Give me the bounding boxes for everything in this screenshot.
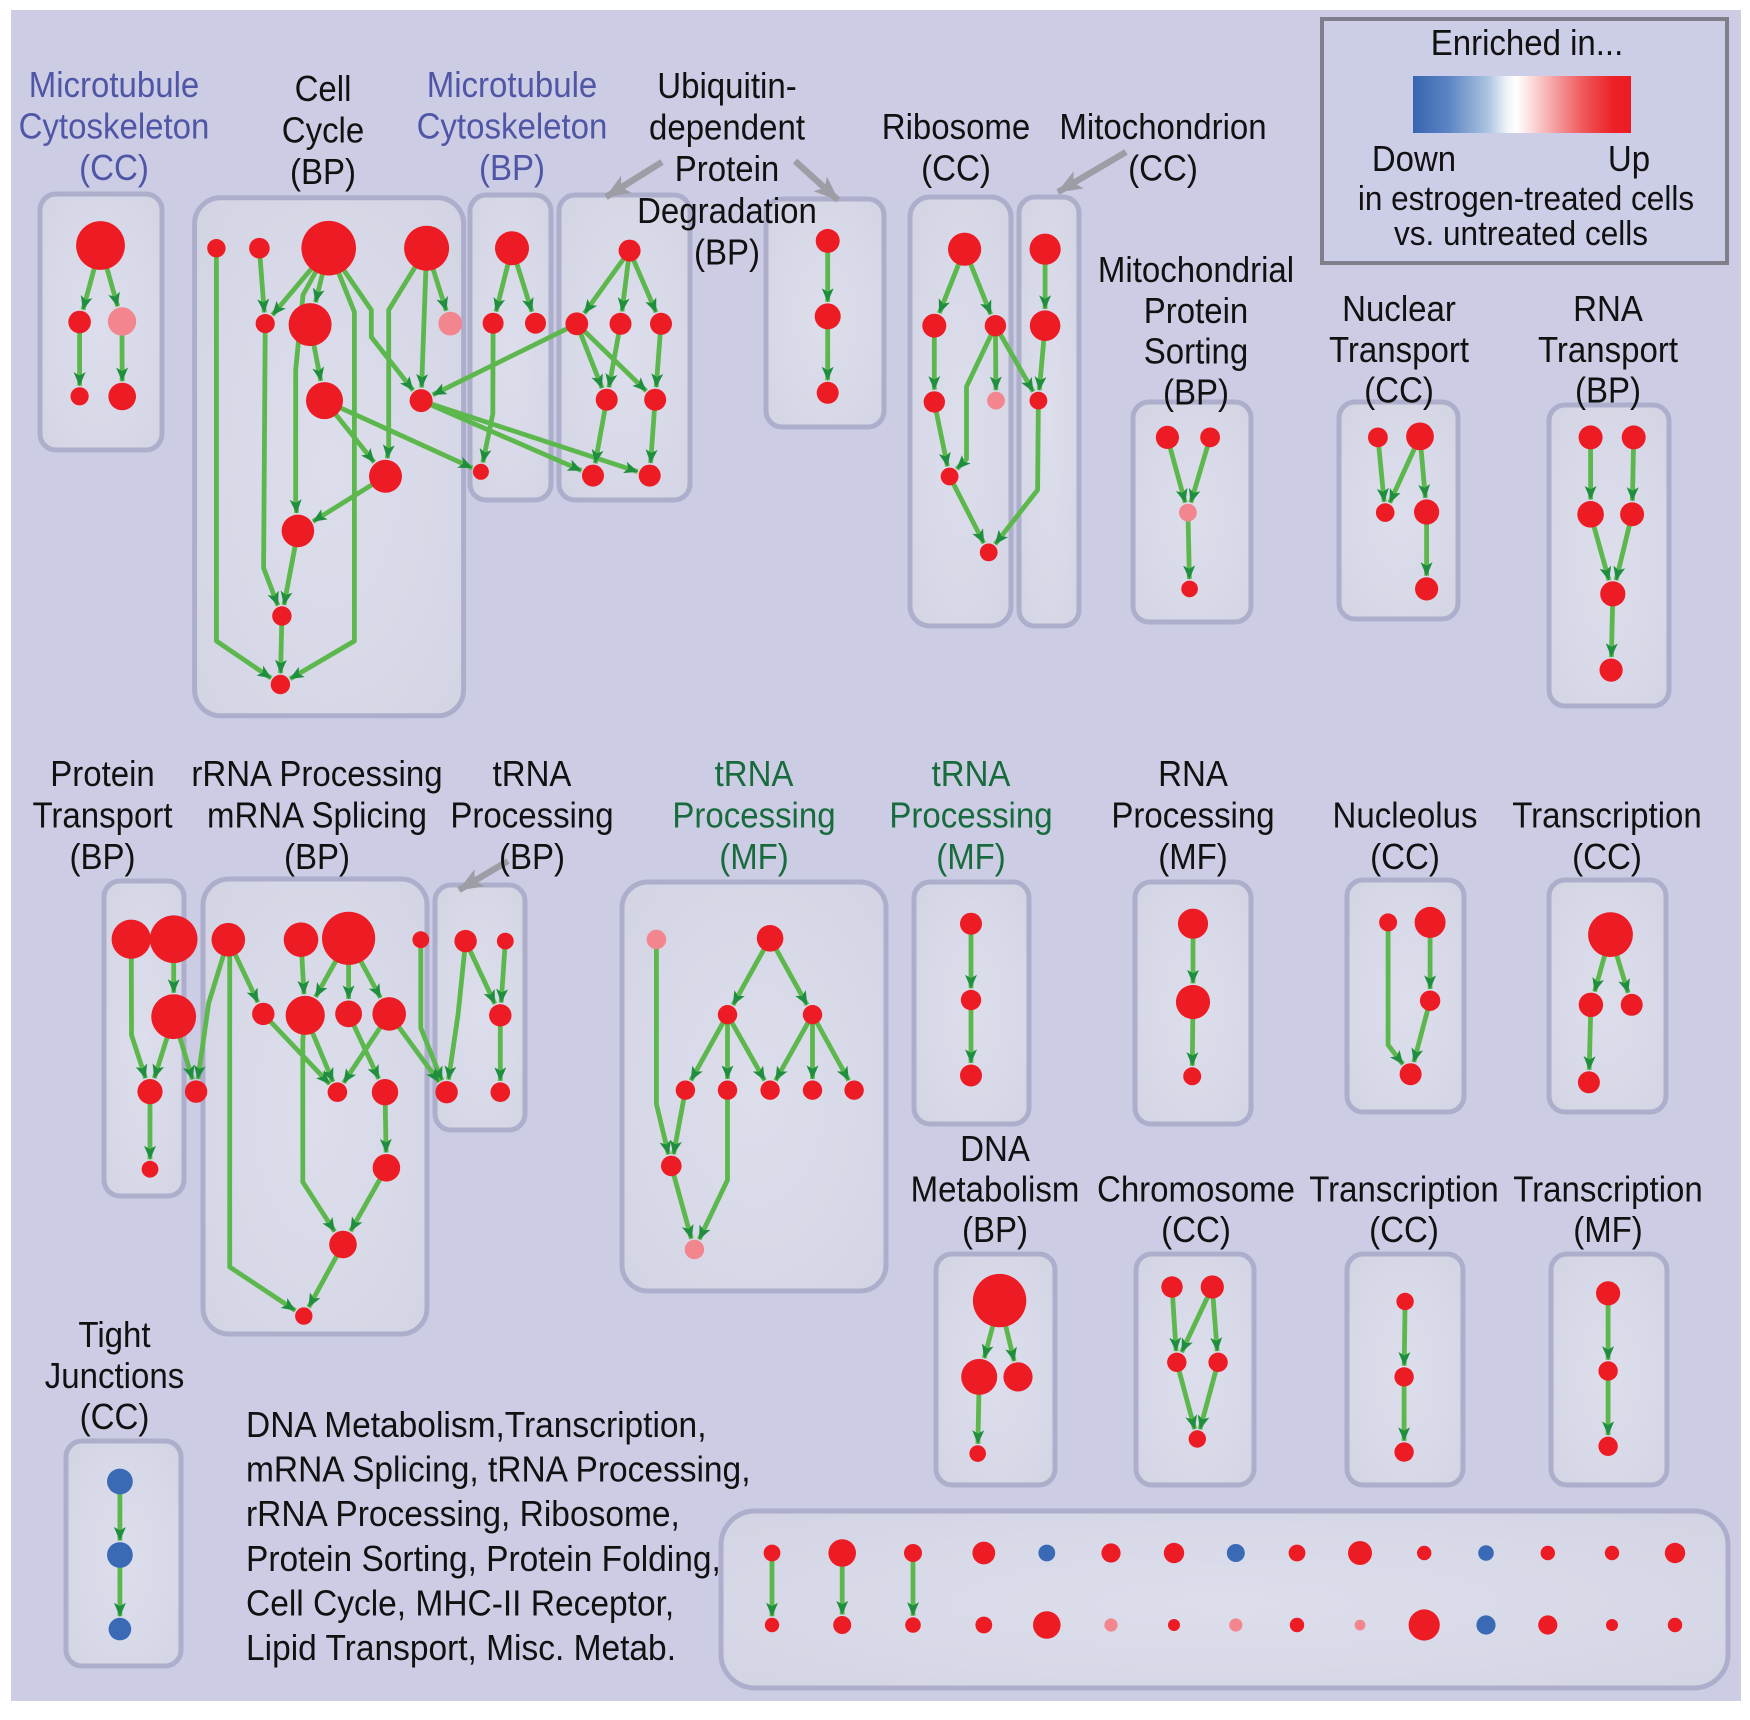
svg-text:RNA: RNA [1573,288,1643,329]
svg-text:Cytoskeleton: Cytoskeleton [417,106,608,147]
svg-text:Microtubule: Microtubule [29,64,200,105]
svg-text:Processing: Processing [672,794,835,835]
svg-text:(MF): (MF) [1158,836,1228,877]
svg-text:tRNA: tRNA [932,753,1011,794]
svg-text:(BP): (BP) [479,147,545,188]
svg-text:Metabolism: Metabolism [911,1169,1080,1210]
svg-text:(BP): (BP) [499,836,565,877]
svg-text:Transport: Transport [1329,329,1469,370]
svg-text:Processing: Processing [1111,794,1274,835]
svg-text:Nucleolus: Nucleolus [1333,794,1478,835]
svg-text:vs. untreated cells: vs. untreated cells [1394,215,1648,253]
svg-text:Protein: Protein [1144,290,1249,331]
svg-text:Cell Cycle, MHC-II Receptor,: Cell Cycle, MHC-II Receptor, [246,1582,674,1623]
svg-text:(MF): (MF) [936,836,1006,877]
svg-text:Protein Sorting, Protein Foldi: Protein Sorting, Protein Folding, [246,1538,721,1579]
svg-text:Ribosome: Ribosome [882,106,1031,147]
svg-text:(CC): (CC) [79,147,149,188]
svg-text:(BP): (BP) [70,836,136,877]
svg-text:Protein: Protein [50,753,155,794]
svg-text:(CC): (CC) [1369,1209,1439,1250]
svg-text:Ubiquitin-: Ubiquitin- [657,65,797,106]
svg-text:Transcription: Transcription [1513,1169,1703,1210]
svg-text:Processing: Processing [889,794,1052,835]
svg-text:DNA Metabolism,Transcription,: DNA Metabolism,Transcription, [246,1404,707,1445]
svg-text:(BP): (BP) [1575,370,1641,411]
svg-text:Cytoskeleton: Cytoskeleton [19,106,210,147]
svg-text:(CC): (CC) [1370,836,1440,877]
svg-text:Down: Down [1372,138,1456,179]
svg-text:(BP): (BP) [284,836,350,877]
svg-text:RNA: RNA [1158,753,1228,794]
svg-text:Cell: Cell [295,68,352,109]
svg-text:Mitochondrial: Mitochondrial [1098,249,1294,290]
svg-text:DNA: DNA [960,1128,1030,1169]
svg-text:(BP): (BP) [290,151,356,192]
svg-text:Junctions: Junctions [45,1355,185,1396]
svg-text:Transport: Transport [33,794,173,835]
svg-text:rRNA Processing: rRNA Processing [191,753,442,794]
svg-text:Protein: Protein [675,148,780,189]
svg-text:(BP): (BP) [962,1209,1028,1250]
svg-text:Mitochondrion: Mitochondrion [1059,106,1266,147]
svg-text:Up: Up [1608,138,1650,179]
svg-text:in estrogen-treated cells: in estrogen-treated cells [1358,180,1694,218]
svg-text:Degradation: Degradation [637,190,817,231]
svg-text:mRNA Splicing, tRNA Processing: mRNA Splicing, tRNA Processing, [246,1449,751,1490]
svg-text:(BP): (BP) [694,232,760,273]
svg-text:Cycle: Cycle [282,110,365,151]
svg-text:Transport: Transport [1538,329,1678,370]
svg-text:(CC): (CC) [1572,836,1642,877]
svg-text:Enriched in...: Enriched in... [1431,22,1624,63]
svg-text:Nuclear: Nuclear [1342,288,1456,329]
svg-text:dependent: dependent [649,107,805,148]
svg-text:(CC): (CC) [1161,1209,1231,1250]
svg-text:rRNA Processing, Ribosome,: rRNA Processing, Ribosome, [246,1493,680,1534]
svg-text:(CC): (CC) [80,1396,150,1437]
svg-text:Lipid Transport, Misc. Metab.: Lipid Transport, Misc. Metab. [246,1627,676,1668]
svg-text:(MF): (MF) [719,836,789,877]
svg-text:Tight: Tight [78,1314,150,1355]
svg-text:Chromosome: Chromosome [1097,1169,1295,1210]
svg-text:(CC): (CC) [921,148,991,189]
svg-text:tRNA: tRNA [493,753,572,794]
svg-text:(BP): (BP) [1163,371,1229,412]
svg-text:(CC): (CC) [1364,370,1434,411]
svg-text:(MF): (MF) [1573,1209,1643,1250]
svg-text:Sorting: Sorting [1144,331,1249,372]
svg-text:(CC): (CC) [1128,148,1198,189]
svg-text:tRNA: tRNA [715,753,794,794]
svg-text:mRNA Splicing: mRNA Splicing [207,794,427,835]
svg-text:Transcription: Transcription [1309,1169,1499,1210]
svg-text:Processing: Processing [450,794,613,835]
svg-text:Transcription: Transcription [1512,794,1702,835]
svg-text:Microtubule: Microtubule [427,64,598,105]
